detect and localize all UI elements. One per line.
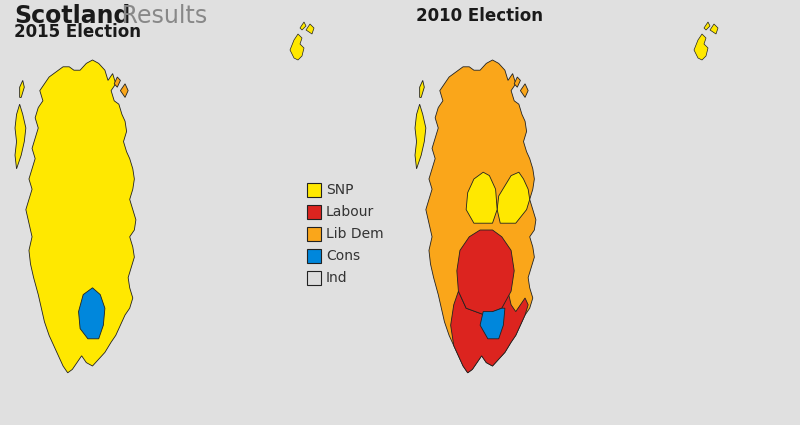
Text: Labour: Labour: [326, 205, 374, 219]
Text: Cons: Cons: [326, 249, 360, 263]
Polygon shape: [415, 104, 426, 169]
Polygon shape: [514, 77, 520, 87]
Polygon shape: [710, 24, 718, 34]
Polygon shape: [497, 172, 530, 223]
Polygon shape: [426, 60, 536, 373]
Polygon shape: [307, 183, 321, 197]
Polygon shape: [704, 22, 710, 30]
Polygon shape: [520, 84, 528, 97]
Text: 2010 Election: 2010 Election: [416, 7, 543, 25]
Polygon shape: [480, 308, 505, 339]
Polygon shape: [290, 34, 304, 60]
Polygon shape: [26, 60, 136, 373]
Polygon shape: [450, 284, 528, 373]
Polygon shape: [121, 84, 128, 97]
Polygon shape: [694, 34, 708, 60]
Text: Ind: Ind: [326, 271, 348, 285]
Polygon shape: [307, 249, 321, 263]
Polygon shape: [300, 22, 306, 30]
Polygon shape: [420, 80, 424, 97]
Polygon shape: [306, 24, 314, 34]
Text: SNP: SNP: [326, 183, 354, 197]
Polygon shape: [20, 80, 24, 97]
Polygon shape: [114, 77, 121, 87]
Polygon shape: [457, 230, 514, 315]
Polygon shape: [78, 288, 105, 339]
Polygon shape: [307, 227, 321, 241]
Text: Scotland: Scotland: [14, 4, 130, 28]
Text: 2015 Election: 2015 Election: [14, 23, 141, 41]
Polygon shape: [307, 205, 321, 219]
Text: Lib Dem: Lib Dem: [326, 227, 384, 241]
Text: Results: Results: [114, 4, 207, 28]
Polygon shape: [15, 104, 26, 169]
Polygon shape: [307, 271, 321, 285]
Polygon shape: [466, 172, 497, 223]
